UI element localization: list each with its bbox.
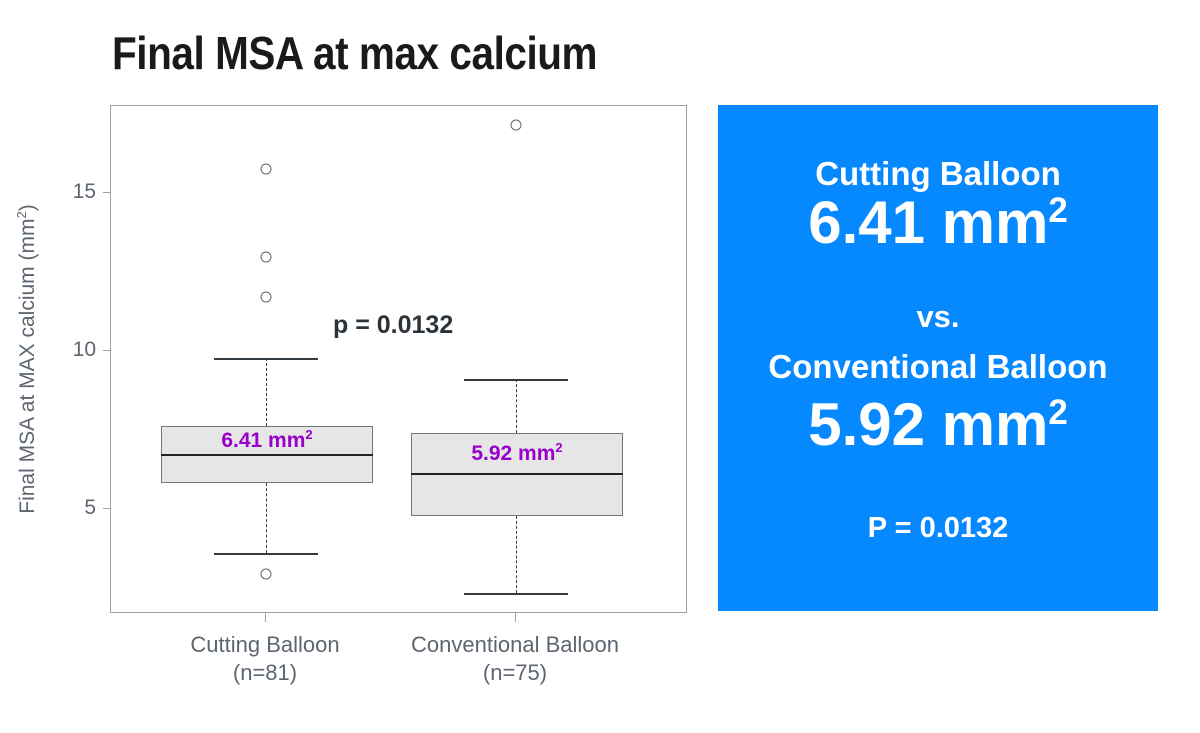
y-tick-label-10: 10	[72, 338, 96, 361]
plot-area: 6.41 mm2 5.92 mm2	[110, 105, 687, 613]
outlier-point	[260, 291, 272, 303]
whisker-cap-lower	[214, 553, 318, 555]
y-tick-label-5: 5	[84, 496, 96, 519]
outlier-point	[260, 163, 272, 175]
x-tick-label-n: (n=75)	[482, 660, 548, 686]
whisker-cap-lower	[464, 593, 568, 595]
whisker-line-lower	[516, 516, 517, 593]
outlier-point	[260, 568, 272, 580]
x-tick-label-cutting-balloon: Cutting Balloon (n=81)	[190, 631, 339, 687]
median-line	[161, 454, 373, 456]
whisker-line-upper	[516, 379, 517, 433]
x-tick-mark-conventional-balloon	[515, 613, 516, 622]
callout-group1-value: 6.41 mm2	[808, 189, 1068, 256]
outlier-point	[260, 251, 272, 263]
y-axis-label-close: )	[16, 204, 39, 212]
callout-group1-name: Cutting Balloon	[815, 155, 1061, 192]
x-tick-label-n: (n=81)	[232, 660, 298, 686]
y-tick-label-15: 15	[72, 180, 96, 203]
whisker-line-lower	[266, 483, 267, 553]
p-value-annotation: p = 0.0132	[333, 311, 454, 339]
x-tick-label-name: Conventional Balloon	[411, 632, 619, 657]
y-axis-label-superscript: 2	[14, 211, 29, 219]
y-axis-label: Final MSA at MAX calcium (mm2)	[14, 105, 40, 613]
y-tick-mark-5	[103, 508, 110, 509]
callout-vs-label: vs.	[916, 299, 960, 334]
y-axis-label-text: Final MSA at MAX calcium (mm	[16, 218, 39, 514]
y-tick-mark-15	[103, 192, 110, 193]
y-tick-mark-10	[103, 350, 110, 351]
callout-p-value: P = 0.0132	[867, 512, 1009, 544]
x-tick-mark-cutting-balloon	[265, 613, 266, 622]
x-tick-label-name: Cutting Balloon	[190, 632, 340, 657]
median-line	[411, 473, 623, 475]
callout-group2-name: Conventional Balloon	[768, 348, 1108, 385]
callout-group2-value: 5.92 mm2	[808, 391, 1068, 458]
box-value-label-conventional-balloon: 5.92 mm2	[471, 440, 563, 465]
page-title: Final MSA at max calcium	[112, 27, 598, 79]
summary-callout-panel: Cutting Balloon 6.41 mm2 vs. Conventiona…	[718, 105, 1158, 611]
box-value-label-cutting-balloon: 6.41 mm2	[221, 427, 313, 452]
x-tick-label-conventional-balloon: Conventional Balloon (n=75)	[411, 631, 619, 687]
outlier-point	[510, 119, 522, 131]
whisker-line-upper	[266, 358, 267, 426]
